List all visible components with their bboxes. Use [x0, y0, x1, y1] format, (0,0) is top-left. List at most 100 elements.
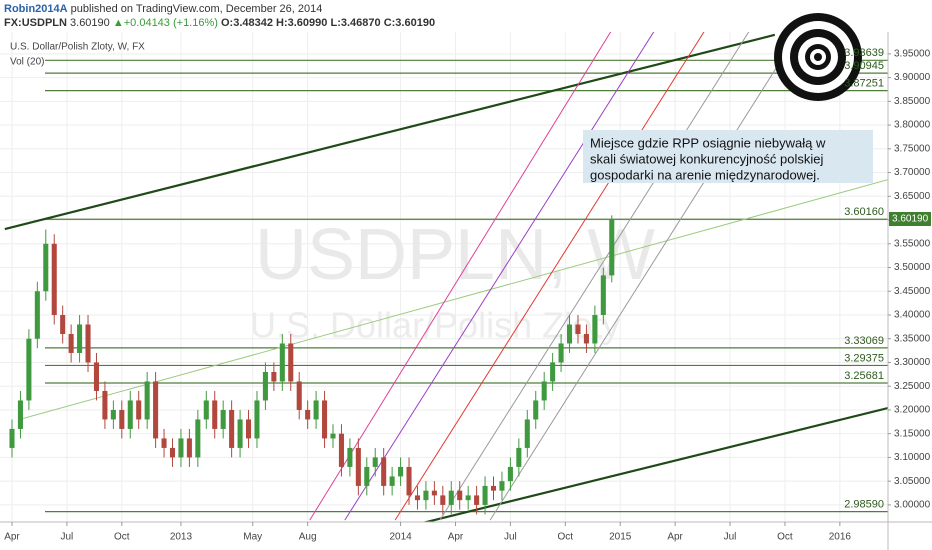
- drawing-channel: [439, 32, 750, 521]
- candle-body: [414, 495, 421, 501]
- candle-body: [423, 490, 429, 501]
- candle-body: [262, 371, 268, 401]
- drawing-channel: [344, 32, 655, 521]
- candle-body: [592, 314, 598, 344]
- drawing-trend: [4, 33, 776, 231]
- y-tick-label: 3.95000: [894, 48, 931, 59]
- candle-body: [330, 433, 336, 439]
- candle-body: [381, 457, 387, 486]
- candle-body: [355, 447, 361, 486]
- annotation: skali światowej konkurencyjność polskiej: [590, 151, 823, 166]
- candle-body: [474, 495, 480, 505]
- candle-body: [583, 333, 589, 344]
- candle-body: [51, 243, 57, 315]
- x-tick-label: Aug: [299, 532, 317, 543]
- header-line: FX:USDPLN 3.60190 ▲+0.04143 (+1.16%) O:3…: [4, 16, 435, 30]
- drawing-channel: [394, 32, 705, 521]
- candle-body: [271, 371, 277, 382]
- author[interactable]: Robin2014A: [4, 3, 68, 15]
- candle-body: [296, 381, 302, 410]
- ohlc: L:3.46870: [330, 17, 381, 29]
- candle-body: [119, 409, 125, 429]
- candle-body: [68, 333, 74, 353]
- x-tick-label: Apr: [4, 532, 20, 543]
- y-tick-label: 3.20000: [894, 405, 931, 416]
- change-arrow: ▲: [112, 17, 124, 29]
- price: 3.60190: [70, 17, 110, 29]
- level-label: 3.93639: [844, 47, 884, 59]
- watermark: USDPLN, W: [255, 215, 655, 295]
- candle-body: [136, 400, 142, 420]
- candle-body: [220, 409, 226, 429]
- published: published on TradingView.com, December 2…: [70, 3, 323, 15]
- candle-body: [457, 490, 463, 501]
- candle-body: [127, 400, 133, 429]
- x-tick-label: Jul: [504, 532, 517, 543]
- candle-body: [288, 343, 294, 382]
- legend: Vol (20): [10, 57, 44, 68]
- price-tag: [889, 212, 931, 226]
- symbol: FX:USDPLN: [4, 17, 67, 29]
- candle-body: [524, 419, 530, 448]
- annotation: Miejsce gdzie RPP osiągnie niebywałą w: [590, 135, 826, 150]
- y-tick-label: 3.85000: [894, 96, 931, 107]
- candle-body: [85, 324, 91, 363]
- y-tick-label: 3.80000: [894, 120, 931, 131]
- x-tick-label: Jul: [61, 532, 74, 543]
- x-tick-label: Oct: [558, 532, 574, 543]
- y-tick-label: 3.50000: [894, 262, 931, 273]
- candle-body: [229, 409, 235, 448]
- candle-body: [102, 390, 108, 420]
- candle-body: [237, 419, 243, 448]
- annotation: gospodarki na arenie międzynarodowej.: [590, 167, 820, 182]
- y-tick-label: 3.45000: [894, 286, 931, 297]
- y-tick-label: 3.90000: [894, 72, 931, 83]
- x-tick-label: Oct: [114, 532, 130, 543]
- target-icon: [774, 13, 862, 101]
- candle-body: [254, 400, 260, 439]
- ohlc: H:3.60990: [276, 17, 328, 29]
- drawing-channel: [309, 32, 612, 521]
- drawing-trend: [421, 406, 888, 522]
- levels: [45, 59, 888, 513]
- candle-body: [153, 381, 159, 439]
- level-label: 3.25681: [844, 370, 884, 382]
- candle-body: [372, 457, 378, 467]
- candle-body: [161, 438, 167, 448]
- candle-body: [406, 466, 412, 496]
- header-line: Robin2014A published on TradingView.com,…: [4, 2, 435, 16]
- candle-body: [541, 381, 547, 401]
- level-label: 3.60160: [844, 206, 884, 218]
- candle-body: [550, 362, 556, 382]
- axes: 3.00000 3.05000 3.10000 3.15000 3.20000 3.250…: [4, 48, 930, 542]
- candle-body: [566, 324, 573, 344]
- y-tick-label: 3.00000: [894, 500, 931, 511]
- candle-body: [144, 381, 150, 420]
- y-tick-label: 3.35000: [894, 333, 931, 344]
- y-tick-label: 3.40000: [894, 310, 931, 321]
- candle-body: [575, 324, 581, 334]
- candle-body: [178, 438, 184, 458]
- candle-body: [600, 275, 606, 315]
- candle-body: [558, 343, 564, 363]
- y-tick-label: 3.30000: [894, 357, 931, 368]
- x-tick-label: Jul: [724, 532, 737, 543]
- candle-body: [9, 428, 15, 448]
- level-label: 3.33069: [844, 335, 884, 347]
- y-tick-label: 3.25000: [894, 381, 931, 392]
- watermark: U.S. Dollar/Polish Zloty: [250, 305, 620, 346]
- candle-body: [322, 400, 328, 439]
- y-tick-label: 3.55000: [894, 238, 931, 249]
- candle-body: [465, 495, 471, 501]
- candle-body: [364, 466, 370, 486]
- x-tick-label: May: [243, 532, 262, 543]
- candle-body: [338, 433, 344, 467]
- x-tick-label: Apr: [448, 532, 464, 543]
- level-label: 3.90945: [844, 60, 884, 72]
- y-tick-label: 3.10000: [894, 452, 931, 463]
- candle-body: [212, 400, 218, 429]
- candles: [9, 215, 615, 515]
- candle-body: [482, 485, 488, 505]
- drawing-channel: [17, 179, 888, 421]
